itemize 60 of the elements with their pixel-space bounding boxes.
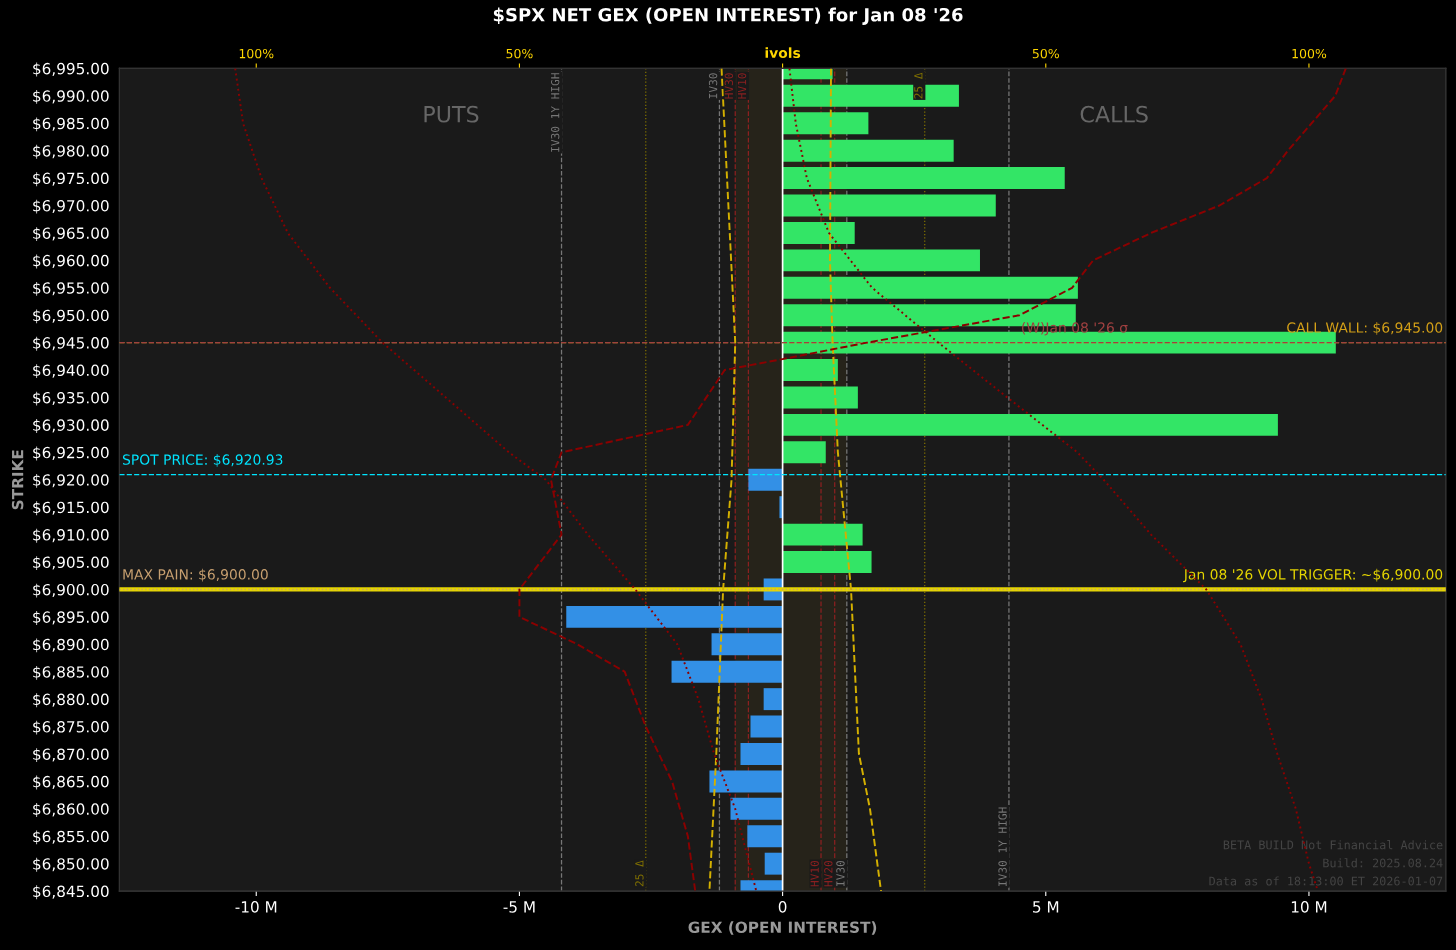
y-tick-label: $6,925.00 — [33, 446, 109, 461]
y-axis-title: STRIKE — [11, 450, 24, 510]
ref-line-label: IV30 1Y HIGH — [998, 807, 1007, 886]
x2-tick-label: 50% — [1032, 48, 1059, 59]
annotation: PUTS — [424, 105, 479, 123]
y-tick-label: $6,915.00 — [33, 501, 109, 516]
y-tick-label: $6,890.00 — [33, 638, 109, 653]
y-tick-label: $6,855.00 — [33, 830, 109, 845]
y-tick-label: $6,955.00 — [33, 281, 109, 296]
ref-line-label: IV30 — [836, 860, 845, 886]
y-tick-label: $6,935.00 — [33, 391, 109, 406]
y-tick-label: $6,975.00 — [33, 172, 109, 187]
y-tick-label: $6,905.00 — [33, 556, 109, 571]
ref-line-label: IV30 — [708, 73, 718, 99]
x-tick-label: -5 M — [503, 901, 535, 913]
y-tick-label: $6,885.00 — [33, 665, 109, 680]
y-tick-label: $6,860.00 — [33, 803, 109, 817]
ref-line-label: Jan 08 '26 VOL TRIGGER: ~$6,900.00 — [1183, 568, 1443, 583]
y-tick-label: $6,845.00 — [33, 885, 109, 900]
y-tick-label: $6,870.00 — [33, 748, 109, 763]
y-tick-label: $6,945.00 — [33, 336, 109, 351]
y-tick-label: $6,985.00 — [33, 117, 109, 132]
y-tick-label: $6,965.00 — [33, 227, 109, 241]
x2-tick-label: 100% — [239, 48, 274, 59]
y-tick-label: $6,910.00 — [33, 528, 109, 543]
y-tick-label: $6,895.00 — [33, 611, 109, 625]
ref-line-label: SPOT PRICE: $6,920.93 — [122, 454, 283, 467]
ref-line-label: IV30 1Y HIGH — [550, 73, 560, 152]
x-tick-label: -10 M — [235, 901, 277, 913]
x-tick-label: 0 — [778, 901, 787, 913]
x-axis-title: GEX (OPEN INTEREST) — [688, 921, 877, 935]
ref-line-label: CALL WALL: $6,945.00 — [1287, 322, 1443, 335]
y-tick-label: $6,880.00 — [33, 693, 109, 708]
y-tick-label: $6,980.00 — [33, 144, 109, 159]
ref-line-label: HV10 — [810, 860, 819, 887]
ref-line-label: 25 Δ — [914, 72, 923, 99]
y-tick-label: $6,995.00 — [33, 62, 109, 77]
ref-line-label: HV10 — [737, 73, 747, 99]
x2-tick-label: 50% — [506, 48, 533, 59]
y-tick-label: $6,875.00 — [33, 720, 109, 735]
y-tick-label: $6,950.00 — [33, 309, 109, 324]
y-tick-label: $6,920.00 — [33, 473, 109, 488]
y-tick-label: $6,940.00 — [33, 364, 109, 379]
ref-line-label: MAX PAIN: $6,900.00 — [123, 568, 268, 582]
y-tick-label: $6,930.00 — [33, 419, 109, 433]
ref-line-label: HV20 — [824, 860, 833, 887]
chart-title: $SPX NET GEX (OPEN INTEREST) for Jan 08 '26 — [493, 7, 963, 25]
y-tick-label: $6,865.00 — [33, 775, 109, 790]
x2-tick-label: 100% — [1292, 48, 1327, 59]
ref-line-label: 25 Δ — [635, 860, 644, 887]
y-tick-label: $6,850.00 — [33, 857, 109, 872]
y-tick-label: $6,970.00 — [33, 199, 109, 214]
annotation: CALLS — [1080, 105, 1148, 123]
x2-tick-label: ivols — [765, 47, 801, 59]
x-tick-label: 10 M — [1291, 901, 1327, 913]
y-tick-label: $6,990.00 — [33, 90, 109, 104]
x-tick-label: 5 M — [1033, 901, 1059, 913]
y-tick-label: $6,900.00 — [33, 583, 109, 598]
y-tick-label: $6,960.00 — [33, 254, 109, 269]
ref-line-label: HV30 — [724, 73, 734, 99]
